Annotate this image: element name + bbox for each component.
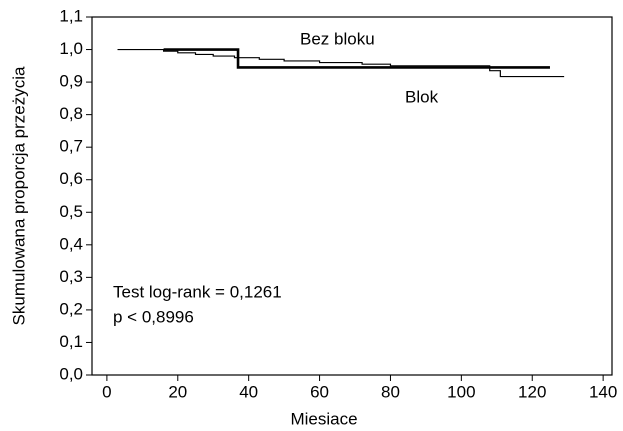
series-label: Bez bloku [300, 29, 375, 48]
survival-curve [117, 48, 565, 78]
x-tick-label: 120 [518, 382, 546, 401]
y-tick-label: 0,1 [59, 332, 83, 351]
y-tick-label: 0,7 [59, 137, 83, 156]
x-tick-label: 0 [102, 382, 111, 401]
annotation: Test log-rank = 0,1261 [113, 282, 282, 301]
y-tick-label: 0,2 [59, 299, 83, 318]
y-tick-label: 0,8 [59, 104, 83, 123]
y-tick-label: 0,3 [59, 267, 83, 286]
y-tick-label: 0,9 [59, 72, 83, 91]
x-axis-label: Miesiace [290, 409, 357, 428]
x-tick-label: 20 [168, 382, 187, 401]
plot-frame [91, 16, 613, 376]
x-tick-label: 100 [447, 382, 475, 401]
y-tick-label: 0,5 [59, 202, 83, 221]
y-axis-label: Skumulowana proporcja przeżycia [9, 66, 28, 325]
y-tick-label: 0,4 [59, 234, 83, 253]
y-tick-label: 1,0 [59, 39, 83, 58]
y-tick-label: 0,0 [59, 364, 83, 383]
annotation: p < 0,8996 [113, 307, 194, 326]
y-tick-label: 0,6 [59, 169, 83, 188]
x-tick-label: 60 [310, 382, 329, 401]
series-label: Blok [405, 87, 439, 106]
x-tick-label: 80 [381, 382, 400, 401]
x-tick-label: 40 [239, 382, 258, 401]
y-tick-label: 1,1 [59, 6, 83, 25]
survival-curve [163, 48, 550, 69]
x-tick-label: 140 [589, 382, 617, 401]
